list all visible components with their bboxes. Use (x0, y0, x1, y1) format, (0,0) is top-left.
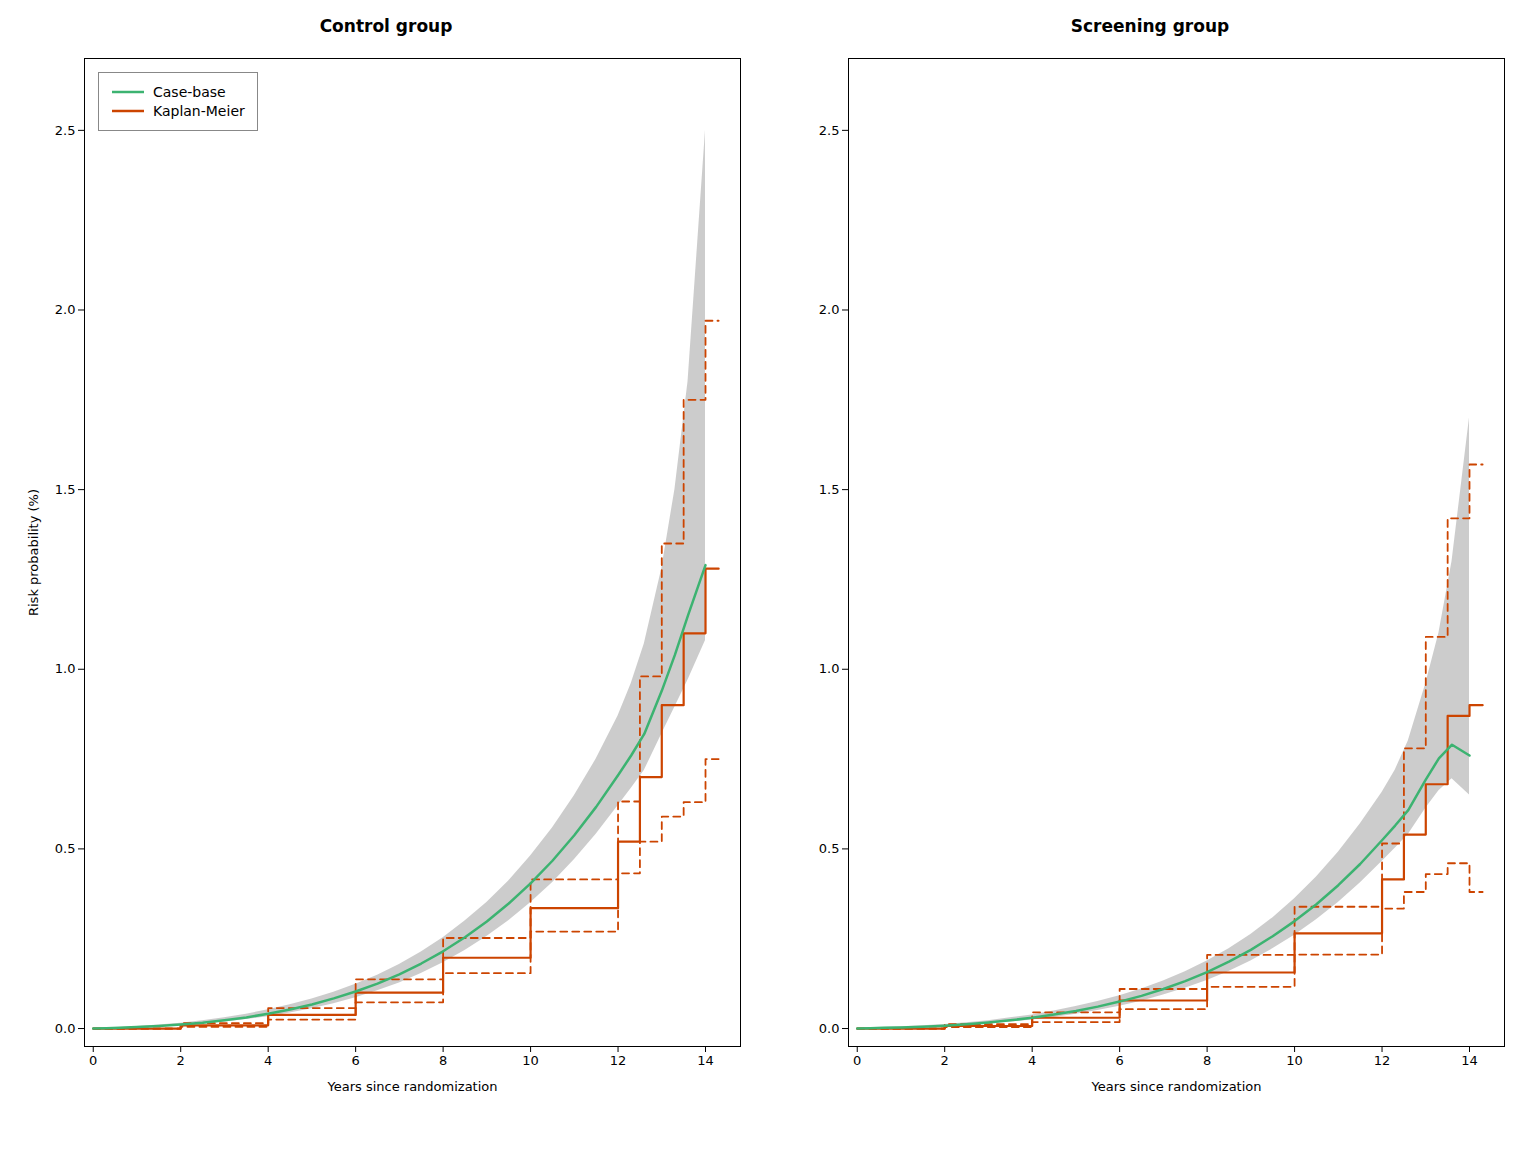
svg-text:0.5: 0.5 (55, 841, 76, 856)
html-text:Kaplan-Meier: Kaplan-Meier (153, 103, 245, 119)
svg-text:1.5: 1.5 (819, 482, 840, 497)
svg-text:0.5: 0.5 (819, 841, 840, 856)
svg-text:Years since randomization: Years since randomization (1090, 1079, 1261, 1094)
svg-text:10: 10 (1286, 1053, 1303, 1068)
svg-text:0.0: 0.0 (55, 1021, 76, 1036)
svg-text:14: 14 (1461, 1053, 1478, 1068)
svg-text:2: 2 (941, 1053, 949, 1068)
svg-text:4: 4 (1028, 1053, 1036, 1068)
svg-text:Risk probability (%): Risk probability (%) (26, 489, 41, 616)
svg-text:1.5: 1.5 (55, 482, 76, 497)
svg-text:0: 0 (89, 1053, 97, 1068)
svg-text:8: 8 (1203, 1053, 1211, 1068)
svg-text:1.0: 1.0 (819, 661, 840, 676)
svg-text:2: 2 (177, 1053, 185, 1068)
svg-text:2.5: 2.5 (819, 123, 840, 138)
svg-text:2.0: 2.0 (819, 302, 840, 317)
svg-text:14: 14 (697, 1053, 714, 1068)
html-text:Control group: Control group (319, 16, 453, 36)
html-text:Case-base: Case-base (153, 84, 226, 100)
svg-text:12: 12 (1374, 1053, 1391, 1068)
svg-text:8: 8 (439, 1053, 447, 1068)
svg-text:2.5: 2.5 (55, 123, 76, 138)
svg-text:1.0: 1.0 (55, 661, 76, 676)
svg-text:4: 4 (264, 1053, 272, 1068)
svg-text:2.0: 2.0 (55, 302, 76, 317)
svg-text:6: 6 (352, 1053, 360, 1068)
html-text:Screening group: Screening group (1070, 16, 1230, 36)
svg-text:Years since randomization: Years since randomization (326, 1079, 497, 1094)
svg-text:12: 12 (610, 1053, 627, 1068)
svg-text:0.0: 0.0 (819, 1021, 840, 1036)
svg-text:0: 0 (853, 1053, 861, 1068)
svg-text:6: 6 (1116, 1053, 1124, 1068)
svg-text:10: 10 (522, 1053, 539, 1068)
